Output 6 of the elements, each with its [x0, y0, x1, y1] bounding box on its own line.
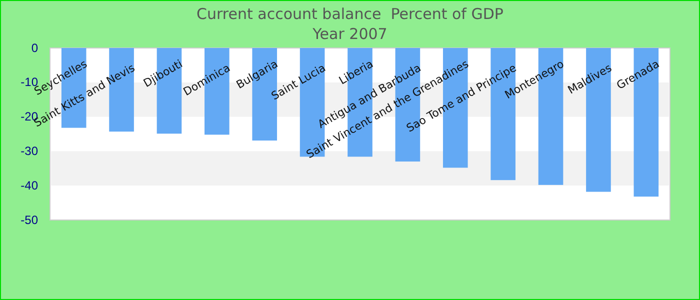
y-tick-label: -40: [20, 178, 38, 192]
y-tick-label: -50: [20, 212, 38, 227]
chart-subtitle: Year 2007: [312, 25, 388, 43]
chart-title: Current account balance Percent of GDP: [196, 5, 504, 23]
y-tick-label: -30: [20, 144, 38, 158]
y-tick-label: 0: [31, 40, 38, 55]
